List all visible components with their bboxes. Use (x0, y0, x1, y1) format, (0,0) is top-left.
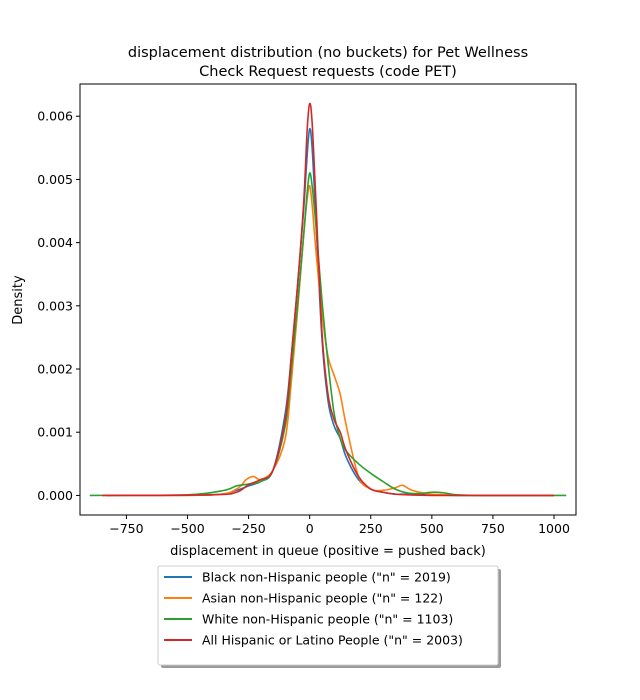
y-tick-label: 0.002 (37, 362, 73, 377)
y-tick-label: 0.006 (37, 109, 73, 124)
legend-label: All Hispanic or Latino People ("n" = 200… (202, 633, 463, 648)
chart-title-line-1: displacement distribution (no buckets) f… (128, 45, 528, 61)
legend-box (157, 565, 499, 666)
x-axis-label: displacement in queue (positive = pushed… (170, 544, 486, 559)
legend: Black non-Hispanic people ("n" = 2019) As… (157, 565, 501, 668)
x-tick-label: 750 (481, 521, 505, 536)
x-tick-label: 0 (306, 521, 314, 536)
legend-label: White non-Hispanic people ("n" = 1103) (202, 612, 453, 627)
series-line-2 (106, 184, 555, 497)
x-tick-label: −500 (170, 521, 204, 536)
plot-area (89, 102, 567, 497)
y-axis-label: Density (11, 275, 26, 325)
x-tick-label: −250 (231, 521, 265, 536)
x-tick-label: 500 (420, 521, 444, 536)
y-axis: 0.000 0.001 0.002 0.003 0.004 0.005 0.006 (37, 109, 80, 503)
y-tick-label: 0.005 (37, 172, 73, 187)
y-tick-label: 0.003 (37, 298, 73, 313)
series-line-3 (89, 172, 567, 497)
series-layer (89, 102, 567, 497)
plot-frame (79, 83, 577, 516)
y-tick-label: 0.001 (37, 425, 73, 440)
x-axis: −750 −500 −250 0 250 500 750 1000 (109, 515, 570, 536)
x-tick-label: −750 (109, 521, 143, 536)
x-tick-label: 250 (359, 521, 383, 536)
chart-title-line-2: Check Request requests (code PET) (199, 64, 457, 80)
series-line-4 (101, 102, 555, 497)
y-tick-label: 0.000 (37, 488, 73, 503)
x-tick-label: 1000 (538, 521, 570, 536)
legend-label: Asian non-Hispanic people ("n" = 122) (202, 591, 443, 606)
y-tick-label: 0.004 (37, 235, 73, 250)
legend-label: Black non-Hispanic people ("n" = 2019) (202, 570, 451, 585)
